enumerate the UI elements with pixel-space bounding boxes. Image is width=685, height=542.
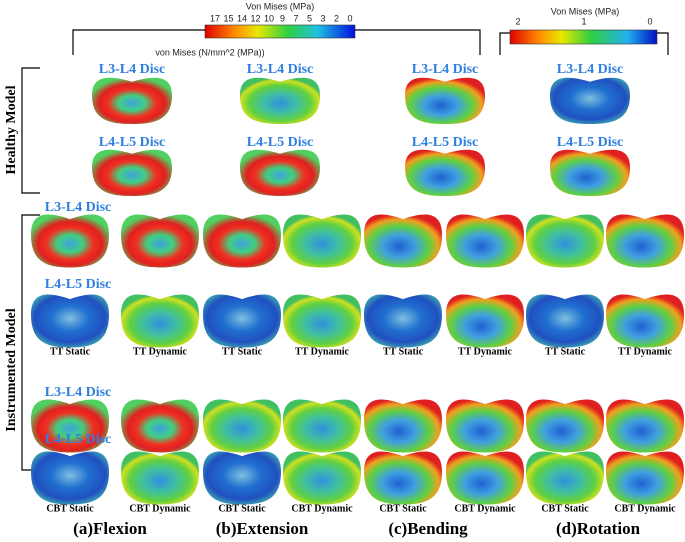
- colorbar-title: Von Mises (MPa): [551, 6, 620, 16]
- disc-label: L4-L5 Disc: [247, 135, 314, 150]
- disc-image: [446, 214, 524, 268]
- condition-label: CBT Static: [379, 503, 427, 514]
- disc-label: L4-L5 Disc: [99, 135, 166, 150]
- disc-label: L3-L4 Disc: [557, 62, 624, 77]
- disc-image: [31, 451, 109, 505]
- disc-image: [203, 214, 281, 268]
- disc-image: [550, 77, 630, 124]
- disc-label: L4-L5 Disc: [45, 277, 112, 292]
- condition-label: TT Static: [545, 346, 586, 357]
- motion-label: (b)Extension: [216, 519, 309, 538]
- colorbar-tick: 5: [307, 13, 312, 23]
- colorbar-tick: 0: [347, 13, 352, 23]
- bracket: [21, 67, 40, 194]
- condition-label: TT Dynamic: [295, 346, 350, 357]
- condition-label: CBT Dynamic: [291, 503, 353, 514]
- disc-image: [121, 214, 199, 268]
- disc-label: L4-L5 Disc: [45, 432, 112, 447]
- condition-label: TT Dynamic: [458, 346, 513, 357]
- disc-image: [31, 214, 109, 268]
- colorbar: [204, 24, 356, 39]
- disc-image: [31, 294, 109, 348]
- disc-image: [606, 451, 684, 505]
- disc-image: [364, 214, 442, 268]
- bracket: [72, 29, 481, 55]
- disc-image: [606, 294, 684, 348]
- disc-label: L3-L4 Disc: [247, 62, 314, 77]
- colorbar-tick: 2: [515, 16, 520, 26]
- condition-label: CBT Dynamic: [454, 503, 516, 514]
- condition-label: TT Dynamic: [618, 346, 673, 357]
- disc-image: [364, 399, 442, 453]
- condition-label: TT Static: [222, 346, 263, 357]
- disc-image: [283, 214, 361, 268]
- condition-label: CBT Static: [541, 503, 589, 514]
- model-label: Healthy Model: [4, 85, 19, 174]
- disc-image: [526, 451, 604, 505]
- colorbar-tick: 3: [320, 13, 325, 23]
- disc-image: [550, 149, 630, 196]
- disc-image: [121, 399, 199, 453]
- colorbar-tick: 12: [250, 13, 260, 23]
- condition-label: TT Static: [50, 346, 91, 357]
- colorbar-title: Von Mises (MPa): [246, 1, 315, 11]
- disc-image: [31, 399, 109, 453]
- model-label: Instrumented Model: [4, 308, 19, 431]
- disc-image: [203, 294, 281, 348]
- condition-label: CBT Static: [46, 503, 94, 514]
- colorbar-unit: von Mises (N/mm^2 (MPa)): [155, 47, 264, 57]
- bracket: [499, 32, 669, 55]
- disc-image: [526, 294, 604, 348]
- disc-image: [405, 149, 485, 196]
- condition-label: TT Static: [383, 346, 424, 357]
- disc-image: [446, 399, 524, 453]
- motion-label: (a)Flexion: [73, 519, 147, 538]
- disc-label: L3-L4 Disc: [99, 62, 166, 77]
- disc-image: [240, 149, 320, 196]
- disc-image: [203, 451, 281, 505]
- disc-image: [446, 451, 524, 505]
- disc-image: [526, 214, 604, 268]
- disc-image: [283, 399, 361, 453]
- disc-label: L4-L5 Disc: [557, 135, 624, 150]
- motion-label: (c)Bending: [388, 519, 468, 538]
- disc-image: [283, 294, 361, 348]
- condition-label: CBT Dynamic: [614, 503, 676, 514]
- disc-image: [203, 399, 281, 453]
- disc-image: [92, 149, 172, 196]
- disc-image: [121, 451, 199, 505]
- colorbar-tick: 14: [237, 13, 247, 23]
- disc-label: L4-L5 Disc: [412, 135, 479, 150]
- colorbar-tick: 9: [280, 13, 285, 23]
- disc-image: [364, 294, 442, 348]
- disc-image: [283, 451, 361, 505]
- condition-label: CBT Static: [218, 503, 266, 514]
- condition-label: CBT Dynamic: [129, 503, 191, 514]
- colorbar-tick: 15: [223, 13, 233, 23]
- disc-image: [240, 77, 320, 124]
- colorbar-tick: 1: [581, 16, 586, 26]
- disc-image: [121, 294, 199, 348]
- condition-label: TT Dynamic: [133, 346, 188, 357]
- disc-image: [606, 399, 684, 453]
- colorbar: [509, 29, 658, 45]
- disc-image: [606, 214, 684, 268]
- colorbar-tick: 10: [264, 13, 274, 23]
- colorbar-tick: 0: [647, 16, 652, 26]
- colorbar-tick: 2: [334, 13, 339, 23]
- disc-label: L3-L4 Disc: [45, 200, 112, 215]
- disc-image: [92, 77, 172, 124]
- disc-label: L3-L4 Disc: [412, 62, 479, 77]
- bracket: [21, 214, 40, 471]
- disc-label: L3-L4 Disc: [45, 385, 112, 400]
- colorbar-tick: 17: [210, 13, 220, 23]
- colorbar-tick: 7: [293, 13, 298, 23]
- disc-image: [526, 399, 604, 453]
- disc-image: [364, 451, 442, 505]
- disc-image: [405, 77, 485, 124]
- disc-image: [446, 294, 524, 348]
- motion-label: (d)Rotation: [556, 519, 641, 538]
